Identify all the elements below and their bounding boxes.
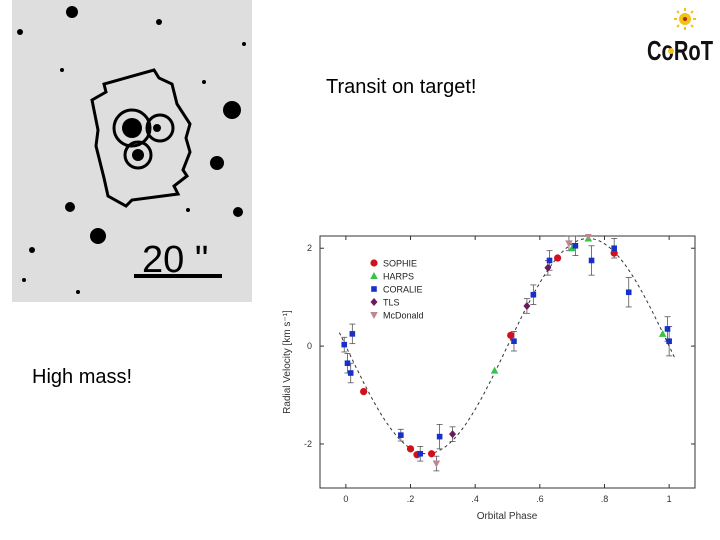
data-point-tls bbox=[544, 263, 552, 272]
star bbox=[156, 19, 162, 25]
star bbox=[223, 101, 241, 119]
data-point-coralie bbox=[611, 245, 617, 252]
legend-marker bbox=[370, 298, 378, 306]
star bbox=[65, 202, 75, 212]
logo-dot bbox=[668, 48, 674, 54]
data-point-sophie bbox=[427, 450, 436, 458]
photometric-masks bbox=[90, 68, 192, 208]
transit-caption: Transit on target! bbox=[326, 76, 477, 98]
mass-caption: High mass! bbox=[32, 366, 133, 388]
star bbox=[202, 80, 206, 84]
star bbox=[60, 68, 64, 72]
y-tick-label: -2 bbox=[304, 439, 312, 449]
data-point-coralie bbox=[436, 433, 443, 440]
companion-aperture bbox=[145, 113, 175, 143]
data-point-harps bbox=[568, 244, 576, 252]
data-point-mcdonald bbox=[585, 234, 592, 240]
x-axis-label: Orbital Phase bbox=[477, 511, 538, 520]
legend-label: HARPS bbox=[383, 272, 414, 282]
star bbox=[186, 208, 190, 212]
companion-aperture bbox=[123, 140, 153, 170]
star bbox=[22, 278, 26, 282]
legend-label: SOPHIE bbox=[383, 259, 417, 269]
legend-label: TLS bbox=[383, 298, 400, 308]
star bbox=[76, 290, 80, 294]
data-point-coralie bbox=[417, 450, 424, 457]
data-point-sophie bbox=[406, 445, 415, 453]
y-axis-label: Radial Velocity [km s⁻¹] bbox=[282, 310, 293, 414]
finder-chart-drawing: 20 " bbox=[12, 0, 252, 302]
y-tick-label: 0 bbox=[307, 341, 312, 351]
target-aperture bbox=[112, 108, 152, 148]
plot-frame bbox=[319, 235, 696, 489]
sun-icon bbox=[674, 8, 696, 30]
data-point-coralie bbox=[666, 338, 672, 345]
x-tick-label: 0 bbox=[343, 494, 348, 504]
data-point-harps bbox=[490, 366, 499, 374]
legend-label: CORALIE bbox=[383, 285, 423, 295]
legend-marker bbox=[370, 259, 378, 267]
star bbox=[90, 228, 106, 244]
legend-label: McDonald bbox=[383, 311, 424, 321]
sky-finder-image: 20 " bbox=[12, 0, 252, 302]
corot-logo: CoRoT bbox=[645, 6, 715, 68]
star bbox=[29, 247, 35, 253]
data-point-coralie bbox=[349, 331, 356, 337]
star-field bbox=[17, 6, 246, 294]
legend: SOPHIE HARPS CORALIE TLS McDonald bbox=[370, 259, 424, 321]
logo-graphic: CoRoT bbox=[647, 8, 713, 66]
x-tick-label: .4 bbox=[471, 494, 479, 504]
error-bars bbox=[341, 234, 673, 472]
star bbox=[210, 156, 224, 170]
data-point-sophie bbox=[360, 388, 368, 396]
x-tick-label: 1 bbox=[667, 494, 672, 504]
sky-background bbox=[12, 0, 252, 302]
scale-bar bbox=[134, 274, 222, 278]
data-point-coralie bbox=[341, 341, 348, 348]
target-star bbox=[122, 118, 142, 138]
orbit-fit-curve bbox=[338, 237, 677, 455]
y-tick-label: 2 bbox=[307, 243, 312, 253]
data-point-coralie bbox=[530, 291, 537, 298]
axis-ticks: 0 .2 .4 .6 .8 1 -2 0 2 bbox=[304, 236, 695, 504]
legend-marker bbox=[370, 312, 378, 319]
star bbox=[66, 6, 78, 18]
data-point-coralie bbox=[588, 257, 595, 264]
star bbox=[233, 207, 243, 217]
companion-star bbox=[132, 149, 144, 161]
data-point-coralie bbox=[511, 338, 517, 345]
companion-star bbox=[153, 124, 161, 132]
x-tick-label: .8 bbox=[601, 494, 609, 504]
radial-velocity-plot: 0 .2 .4 .6 .8 1 -2 0 2 SOPHIE HARPS CORALIE TLS McDo… bbox=[276, 234, 700, 520]
data-point-tls bbox=[449, 430, 457, 439]
legend-marker bbox=[370, 272, 378, 279]
rv-chart-svg: 0 .2 .4 .6 .8 1 -2 0 2 SOPHIE HARPS CORALIE TLS McDo… bbox=[282, 234, 696, 520]
data-point-mcdonald bbox=[565, 240, 573, 248]
data-point-coralie bbox=[625, 289, 632, 296]
logo-wordmark: CoRoT bbox=[647, 35, 713, 66]
data-point-coralie bbox=[546, 257, 553, 264]
data-point-coralie bbox=[347, 370, 354, 376]
data-point-mcdonald bbox=[432, 460, 441, 468]
x-tick-label: .2 bbox=[407, 494, 415, 504]
legend-marker bbox=[371, 286, 377, 292]
star bbox=[242, 42, 246, 46]
data-point-coralie bbox=[572, 242, 579, 249]
data-point-coralie bbox=[344, 360, 351, 367]
x-tick-label: .6 bbox=[536, 494, 544, 504]
data-points bbox=[341, 234, 672, 468]
data-point-tls bbox=[523, 301, 531, 310]
data-point-sophie bbox=[554, 254, 562, 262]
data-point-sophie bbox=[610, 249, 618, 257]
data-point-sophie bbox=[507, 331, 515, 339]
data-point-coralie bbox=[398, 432, 404, 438]
data-point-coralie bbox=[664, 326, 671, 332]
star bbox=[17, 29, 23, 35]
data-point-harps bbox=[658, 329, 667, 337]
mask-outline bbox=[90, 68, 192, 208]
